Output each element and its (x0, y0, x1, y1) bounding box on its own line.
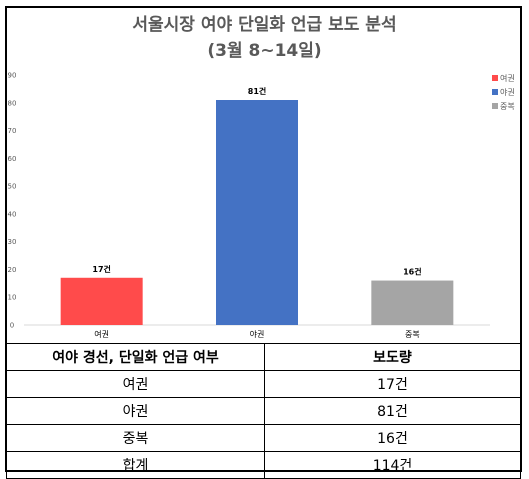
table-header-count: 보도량 (264, 343, 521, 371)
chart-title-line-1: 서울시장 여야 단일화 언급 보도 분석 (132, 15, 397, 35)
table-row: 중복 16건 (6, 424, 521, 452)
bar-3 (371, 280, 454, 325)
table-cell-category: 야권 (6, 397, 265, 425)
legend-label: 중복 (500, 102, 515, 111)
y-tick-label: 70 (8, 127, 17, 135)
x-tick-label: 중복 (405, 330, 420, 339)
chart-title-line-2: (3월 8~14일) (207, 41, 322, 61)
y-tick-label: 50 (8, 183, 17, 191)
y-tick-label: 60 (8, 155, 17, 163)
summary-table: 여야 경선, 단일화 언급 여부 보도량 여권 17건 야권 81건 중복 16… (6, 343, 521, 479)
y-tick-label: 40 (8, 210, 17, 218)
table-row: 야권 81건 (6, 397, 521, 425)
table-cell-category: 중복 (6, 424, 265, 452)
table-cell-count: 17건 (264, 370, 521, 398)
legend-label: 야권 (500, 87, 515, 97)
y-tick-label: 10 (8, 294, 17, 302)
legend-swatch (492, 103, 498, 109)
table-cell-count: 16건 (264, 424, 521, 452)
x-tick-label: 여권 (94, 329, 109, 339)
y-tick-label: 0 (10, 322, 14, 330)
legend-label: 여권 (500, 73, 515, 83)
data-label: 81건 (248, 86, 267, 96)
data-label: 16건 (403, 267, 422, 277)
table-cell-category: 합계 (6, 451, 265, 479)
table-cell-count: 81건 (264, 397, 521, 425)
chart-title: 서울시장 여야 단일화 언급 보도 분석 (3월 8~14일) (0, 12, 529, 64)
table-header-row: 여야 경선, 단일화 언급 여부 보도량 (6, 343, 521, 371)
table-cell-count: 114건 (264, 451, 521, 479)
legend-swatch (492, 75, 498, 81)
bar-1 (60, 277, 143, 325)
y-tick-label: 30 (8, 238, 17, 246)
legend-swatch (492, 89, 498, 95)
data-label: 17건 (92, 264, 111, 274)
bar-2 (216, 100, 298, 325)
table-cell-category: 여권 (6, 370, 265, 398)
table-row: 여권 17건 (6, 370, 521, 398)
table-header-category: 여야 경선, 단일화 언급 여부 (6, 343, 265, 371)
y-tick-label: 90 (8, 72, 17, 80)
y-tick-label: 20 (8, 266, 17, 274)
x-tick-label: 야권 (250, 329, 265, 339)
y-tick-label: 80 (8, 99, 17, 107)
table-row: 합계 114건 (6, 451, 521, 479)
